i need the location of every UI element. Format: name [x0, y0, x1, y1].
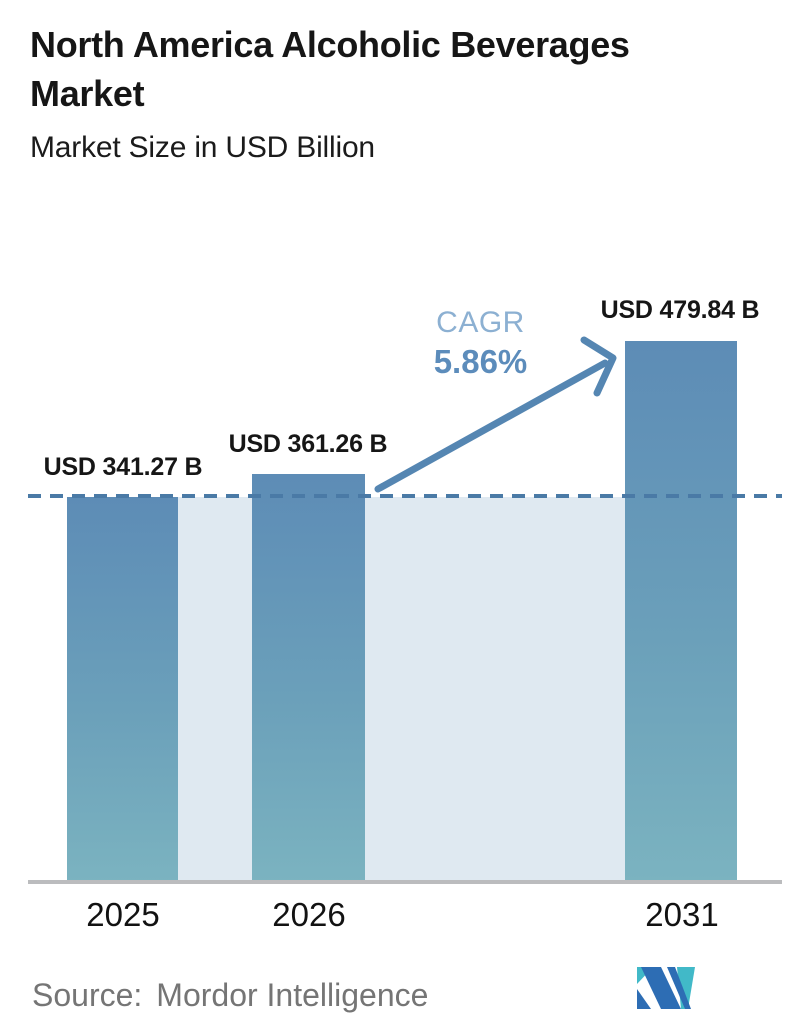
cagr-value: 5.86% — [433, 343, 528, 380]
source-label: Source: — [32, 977, 143, 1013]
bar-value-label-2031: USD 479.84 B — [600, 296, 760, 324]
cagr-annotation: CAGR 5.86% — [408, 306, 553, 381]
x-axis-label-2025: 2025 — [86, 896, 160, 933]
bar-value-label-2025: USD 341.27 B — [43, 453, 203, 481]
x-axis-line — [28, 880, 782, 884]
bar-2026 — [252, 474, 365, 882]
cagr-label: CAGR — [436, 306, 525, 339]
x-axis-label-2026: 2026 — [272, 896, 346, 933]
bar-value-label-2026: USD 361.26 B — [228, 430, 388, 458]
source-attribution: Source: Mordor Intelligence — [32, 977, 428, 1014]
source-name: Mordor Intelligence — [156, 977, 429, 1013]
bar-2025 — [67, 497, 178, 882]
page-title: North America Alcoholic Beverages Market — [30, 24, 630, 114]
chart-subtitle: Market Size in USD Billion — [30, 131, 375, 164]
baseline-dashed-line — [28, 494, 782, 498]
mordor-intelligence-logo-icon — [637, 967, 695, 1009]
x-axis-label-2031: 2031 — [645, 896, 719, 933]
bar-2031 — [625, 341, 737, 882]
